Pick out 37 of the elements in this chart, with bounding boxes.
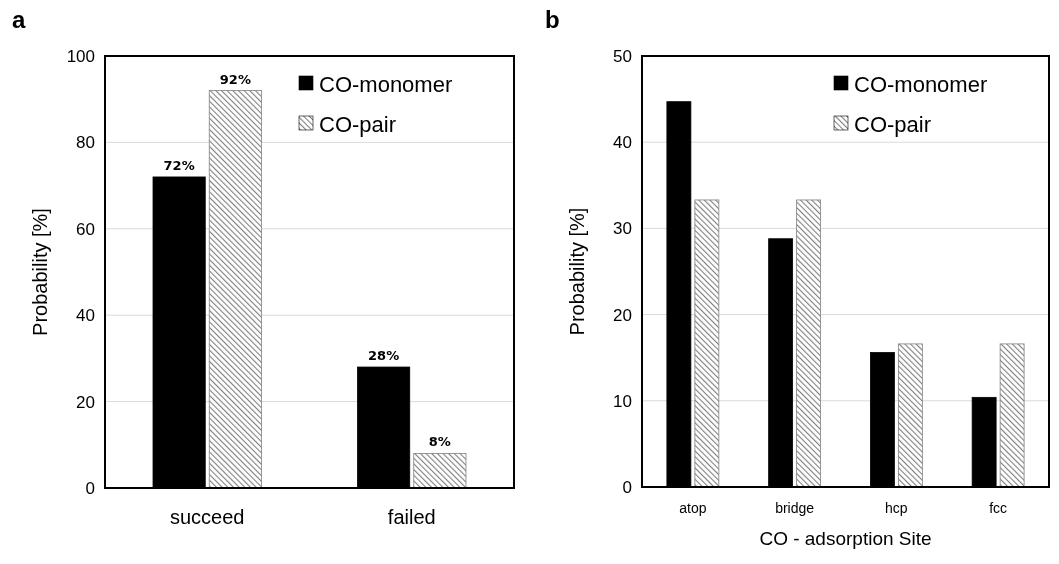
y-tick-label: 0 [85, 478, 95, 498]
y-tick-label: 10 [613, 391, 632, 411]
y-tick-label: 0 [622, 477, 632, 497]
legend-label: CO-monomer [854, 71, 988, 97]
chart-title: a [12, 6, 26, 33]
y-tick-label: 60 [76, 219, 95, 239]
y-tick-label: 80 [76, 133, 95, 153]
bar [796, 199, 822, 488]
y-axis-title: Probability [%] [29, 208, 51, 336]
y-tick-label: 20 [76, 392, 95, 412]
x-tick-label: failed [387, 506, 436, 528]
x-tick-label: succeed [170, 506, 245, 528]
legend-label: CO-monomer [319, 71, 453, 97]
legend-label: CO-pair [319, 111, 397, 137]
chart-title: b [545, 6, 560, 33]
bar [694, 199, 720, 488]
y-tick-label: 40 [76, 306, 95, 326]
data-label: 92% [219, 71, 251, 87]
y-tick-label: 40 [613, 133, 632, 153]
data-label: 72% [163, 157, 195, 173]
x-tick-label: fcc [989, 500, 1008, 516]
bar [413, 453, 467, 489]
data-label: 8% [428, 434, 451, 450]
x-tick-label: hcp [885, 500, 908, 516]
bar [999, 343, 1025, 488]
bar [897, 343, 923, 488]
y-axis-title: Probability [%] [566, 207, 588, 336]
y-tick-label: 50 [613, 46, 632, 66]
data-label: 28% [368, 348, 400, 364]
x-tick-label: bridge [775, 500, 815, 516]
legend-label: CO-pair [854, 111, 932, 137]
y-tick-label: 100 [66, 46, 95, 66]
y-tick-label: 30 [613, 219, 632, 239]
x-axis-title: CO - adsorption Site [759, 528, 932, 549]
y-tick-label: 20 [613, 305, 632, 325]
bar [208, 90, 262, 489]
x-tick-label: atop [679, 500, 707, 516]
